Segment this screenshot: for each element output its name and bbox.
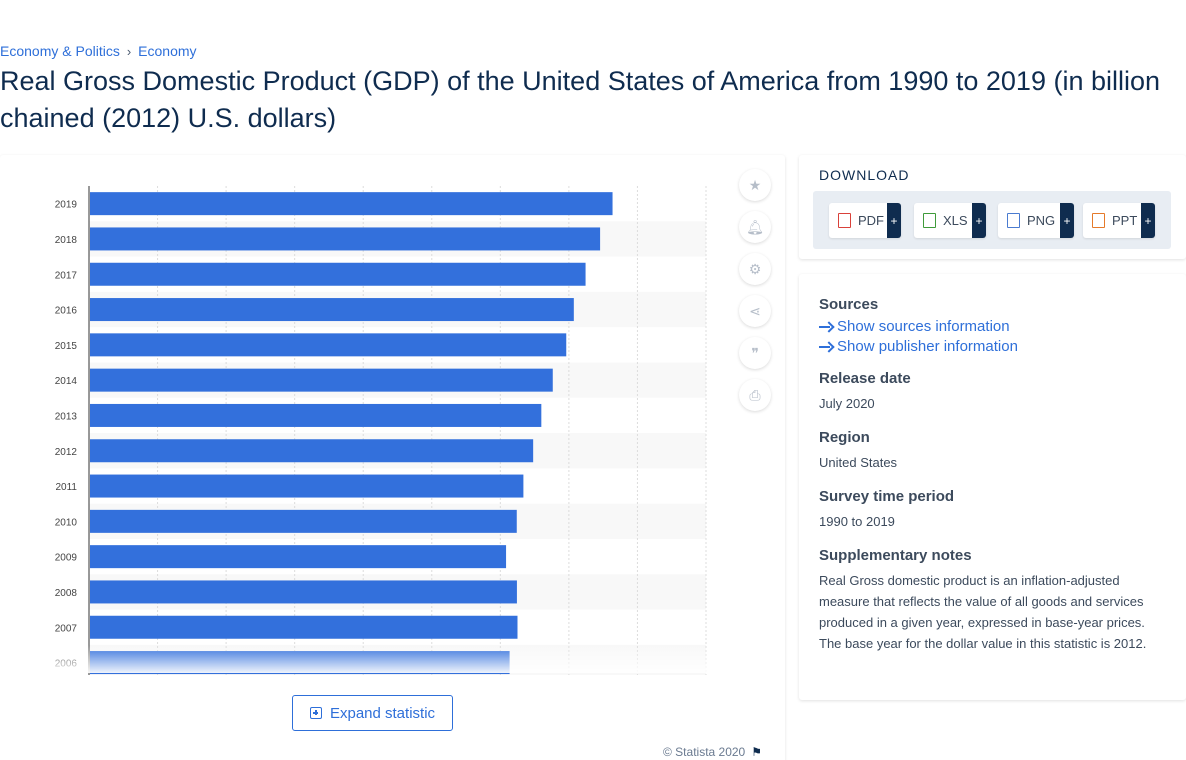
copyright: © Statista 2020 ⚑ [663,745,762,759]
bell-icon[interactable]: 🔔︎ [739,211,771,243]
bar-2014 [90,368,553,392]
flag-icon[interactable]: ⚑ [751,745,762,759]
gear-icon[interactable]: ⚙ [739,253,771,285]
download-ppt-label: PPT [1112,213,1138,228]
breadcrumb-separator: › [126,43,132,59]
release-date-value: July 2020 [819,396,875,411]
breadcrumb: Economy & Politics › Economy [0,43,197,59]
arrow-right-icon [819,322,833,332]
tick-label-2012: 2012 [55,447,78,458]
show-sources-label: Show sources information [837,318,1010,335]
survey-period-heading: Survey time period [819,488,955,505]
quote-icon[interactable]: ❞ [739,337,771,369]
expand-statistic-button[interactable]: Expand statistic [292,695,453,731]
tick-label-2010: 2010 [55,517,78,528]
tick-label-2011: 2011 [55,482,77,493]
bar-2019 [90,192,613,216]
download-xls-label: XLS [943,213,968,228]
download-png-label: PNG [1027,213,1056,228]
bar-2015 [90,333,567,357]
bar-2013 [90,403,542,427]
chart-fade-overlay [0,645,720,673]
bar-2018 [90,227,601,251]
tick-label-2019: 2019 [55,200,78,211]
sources-heading: Sources [819,296,879,313]
download-pdf-label: PDF [858,213,884,228]
ppt-file-icon [1092,213,1105,228]
chart-toolbar: ★ 🔔︎ ⚙ ⋖ ❞ ⎙ [739,169,771,421]
expand-icon [309,707,322,719]
bar-2012 [90,439,534,463]
survey-period-value: 1990 to 2019 [819,514,895,529]
show-sources-link[interactable]: Show sources information [819,318,1164,335]
survey-period-block: Survey time period 1990 to 2019 [819,488,1164,532]
download-xls-button[interactable]: XLS + [914,203,986,238]
bar-2011 [90,474,524,498]
tick-label-2008: 2008 [55,588,78,599]
download-ppt-plus[interactable]: + [1141,203,1155,238]
xls-file-icon [923,213,936,228]
tick-label-2017: 2017 [55,270,78,281]
supplementary-notes-value: Real Gross domestic product is an inflat… [819,573,1147,651]
download-panel: DOWNLOAD PDF + XLS + PNG + PPT + [799,155,1186,259]
arrow-right-icon [819,342,833,352]
bar-2010 [90,509,517,533]
download-png-plus[interactable]: + [1060,203,1074,238]
breadcrumb-economy-politics[interactable]: Economy & Politics [0,43,120,59]
region-heading: Region [819,429,870,446]
bar-2007 [90,615,518,639]
chart-card: 2019 2018 2017 2016 2015 2014 2013 2012 2011 2010… [0,155,785,760]
tick-label-2015: 2015 [55,341,78,352]
print-icon[interactable]: ⎙ [739,379,771,411]
tick-label-2009: 2009 [55,553,78,564]
download-bar: PDF + XLS + PNG + PPT + [813,191,1171,249]
copyright-text: © Statista 2020 [663,745,746,759]
bar-chart: 2019 2018 2017 2016 2015 2014 2013 2012 2011 2010… [55,186,707,675]
region-value: United States [819,455,898,470]
tick-label-2014: 2014 [55,376,78,387]
download-pdf-plus[interactable]: + [887,203,901,238]
tick-label-2018: 2018 [55,235,78,246]
page-title: Real Gross Domestic Product (GDP) of the… [0,66,1161,133]
bar-2009 [90,545,507,569]
tick-label-2007: 2007 [55,623,78,634]
download-ppt-button[interactable]: PPT + [1083,203,1155,238]
bar-2017 [90,262,586,286]
release-date-block: Release date July 2020 [819,370,1164,414]
bar-2008 [90,580,517,604]
tick-label-2013: 2013 [55,411,78,422]
download-title: DOWNLOAD [819,167,910,183]
expand-statistic-label: Expand statistic [329,704,436,722]
bar-2016 [90,298,574,322]
star-icon[interactable]: ★ [739,169,771,201]
show-publisher-label: Show publisher information [837,338,1018,355]
breadcrumb-economy[interactable]: Economy [138,43,197,59]
supplementary-notes-block: Supplementary notes Real Gross domestic … [819,547,1164,654]
png-file-icon [1007,213,1020,228]
share-icon[interactable]: ⋖ [739,295,771,327]
release-date-heading: Release date [819,370,911,387]
pdf-file-icon [838,213,851,228]
supplementary-notes-heading: Supplementary notes [819,547,972,564]
region-block: Region United States [819,429,1164,473]
tick-label-2016: 2016 [55,306,78,317]
statistic-info-panel: Sources Show sources information Show pu… [799,274,1186,700]
download-xls-plus[interactable]: + [972,203,986,238]
show-publisher-link[interactable]: Show publisher information [819,338,1164,355]
download-png-button[interactable]: PNG + [998,203,1074,238]
download-pdf-button[interactable]: PDF + [829,203,901,238]
